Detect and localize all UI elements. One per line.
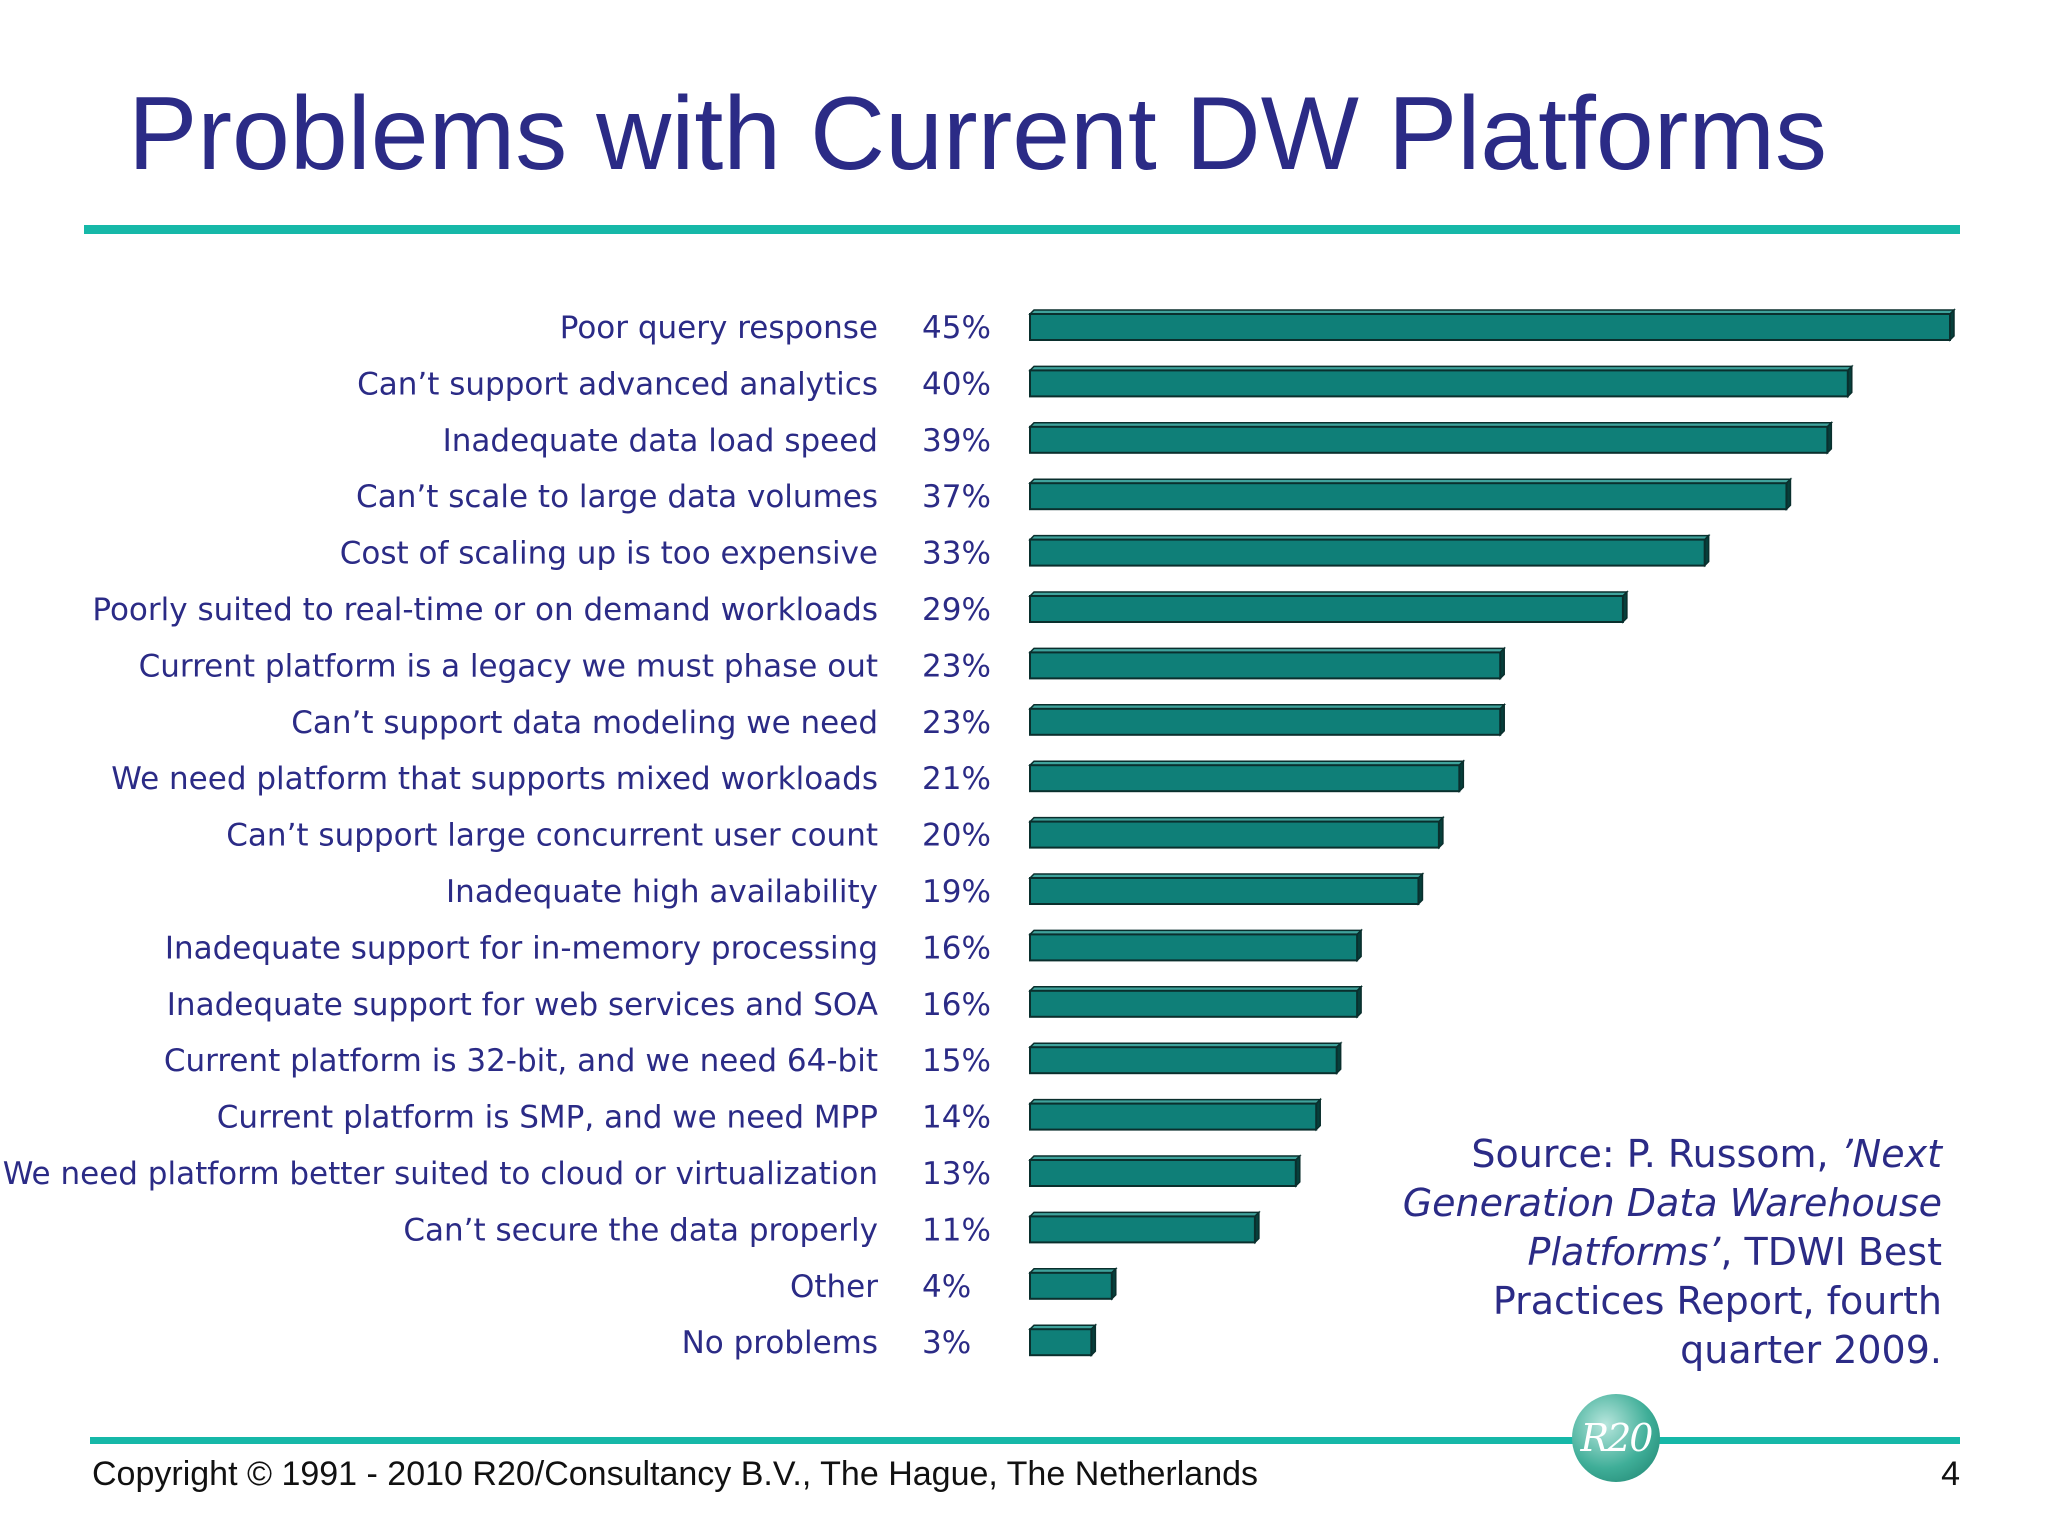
source-title: ’Next Generation Data Warehouse Platform…: [1402, 1132, 1942, 1274]
bar-front-face: [1029, 313, 1951, 341]
category-label: Inadequate high availability: [446, 874, 878, 910]
bar: [1028, 1041, 1343, 1076]
bar: [1028, 1097, 1323, 1132]
value-label: 37%: [922, 479, 991, 515]
bar-front-face: [1029, 820, 1440, 849]
bar: [1028, 872, 1425, 906]
bar-chart: Poor query response 45% Can’t support adva…: [3, 308, 1956, 1361]
value-label: 11%: [922, 1212, 991, 1248]
category-label: Can’t support data modeling we need: [291, 705, 878, 741]
bar-front-face: [1029, 877, 1420, 905]
category-label: Other: [790, 1269, 878, 1305]
category-label: Poorly suited to real-time or on demand …: [92, 592, 878, 628]
bar: [1028, 590, 1629, 624]
category-label: No problems: [682, 1325, 878, 1361]
value-label: 40%: [922, 366, 991, 402]
bar-front-face: [1029, 1271, 1113, 1300]
bar: [1028, 364, 1854, 399]
bar-front-face: [1029, 1159, 1297, 1187]
bar: [1028, 702, 1507, 737]
value-label: 14%: [922, 1100, 991, 1136]
category-label: We need platform better suited to cloud …: [3, 1156, 878, 1192]
value-label: 29%: [922, 592, 991, 628]
bar-front-face: [1029, 1328, 1093, 1357]
value-label: 39%: [922, 423, 991, 459]
value-label: 15%: [922, 1043, 991, 1079]
bar-front-face: [1029, 1102, 1318, 1131]
category-label: Inadequate data load speed: [443, 423, 878, 459]
bar: [1028, 928, 1363, 963]
bar-front-face: [1029, 595, 1624, 623]
category-label: Current platform is SMP, and we need MPP: [217, 1100, 878, 1136]
copyright-footer: Copyright © 1991 - 2010 R20/Consultancy …: [92, 1455, 1259, 1493]
bar: [1028, 1323, 1098, 1358]
category-label: Poor query response: [560, 310, 878, 346]
bar-front-face: [1029, 369, 1849, 398]
bar: [1028, 1210, 1261, 1245]
bar-front-face: [1029, 1215, 1256, 1244]
value-label: 4%: [922, 1269, 971, 1305]
value-label: 13%: [922, 1156, 991, 1192]
bar: [1028, 308, 1956, 342]
value-label: 20%: [922, 818, 991, 854]
bar-front-face: [1029, 764, 1461, 793]
value-label: 16%: [922, 930, 991, 966]
value-label: 3%: [922, 1325, 971, 1361]
category-label: Can’t secure the data properly: [403, 1212, 878, 1248]
bar-front-face: [1029, 989, 1359, 1018]
bar: [1028, 420, 1834, 455]
bar: [1028, 533, 1711, 568]
source-citation: Source: P. Russom, ’Next Generation Data…: [1372, 1130, 1942, 1375]
bar-front-face: [1029, 482, 1788, 511]
category-label: Cost of scaling up is too expensive: [340, 536, 878, 572]
category-label: Current platform is a legacy we must pha…: [139, 648, 878, 684]
value-label: 21%: [922, 761, 991, 797]
value-label: 16%: [922, 987, 991, 1023]
bar-front-face: [1029, 1046, 1338, 1075]
category-label: Inadequate support for in-memory process…: [165, 930, 878, 966]
footer-divider: [90, 1437, 1960, 1444]
bar: [1028, 1154, 1302, 1188]
bar-front-face: [1029, 538, 1706, 567]
bar-front-face: [1029, 651, 1502, 680]
category-label: Inadequate support for web services and …: [167, 987, 878, 1023]
bar: [1028, 759, 1466, 794]
bar: [1028, 477, 1793, 512]
slide-title: Problems with Current DW Platforms: [128, 76, 1828, 192]
category-label: We need platform that supports mixed wor…: [111, 761, 878, 797]
category-label: Can’t support large concurrent user coun…: [226, 818, 878, 854]
bar-front-face: [1029, 707, 1502, 736]
source-prefix: Source: P. Russom,: [1471, 1132, 1841, 1176]
bar-front-face: [1029, 425, 1829, 454]
source-suffix: , TDWI Best Practices Report, fourth qua…: [1492, 1230, 1942, 1372]
bar: [1028, 1266, 1118, 1301]
page-number: 4: [1941, 1455, 1960, 1493]
value-label: 19%: [922, 874, 991, 910]
value-label: 23%: [922, 705, 991, 741]
bar: [1028, 646, 1507, 681]
value-label: 23%: [922, 648, 991, 684]
logo-text: R20: [1580, 1416, 1654, 1460]
bar: [1028, 984, 1363, 1019]
r20-logo: R20: [1572, 1394, 1660, 1482]
category-label: Can’t scale to large data volumes: [356, 479, 878, 515]
value-label: 45%: [922, 310, 991, 346]
category-label: Can’t support advanced analytics: [357, 366, 878, 402]
bar-front-face: [1029, 933, 1359, 962]
title-divider: [84, 225, 1960, 234]
category-label: Current platform is 32-bit, and we need …: [164, 1043, 878, 1079]
value-label: 33%: [922, 536, 991, 572]
bar: [1028, 815, 1445, 850]
